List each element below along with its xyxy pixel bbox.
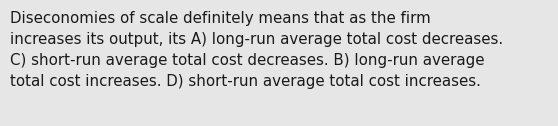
- Text: Diseconomies of scale definitely means that as the firm
increases its output, it: Diseconomies of scale definitely means t…: [10, 11, 503, 89]
